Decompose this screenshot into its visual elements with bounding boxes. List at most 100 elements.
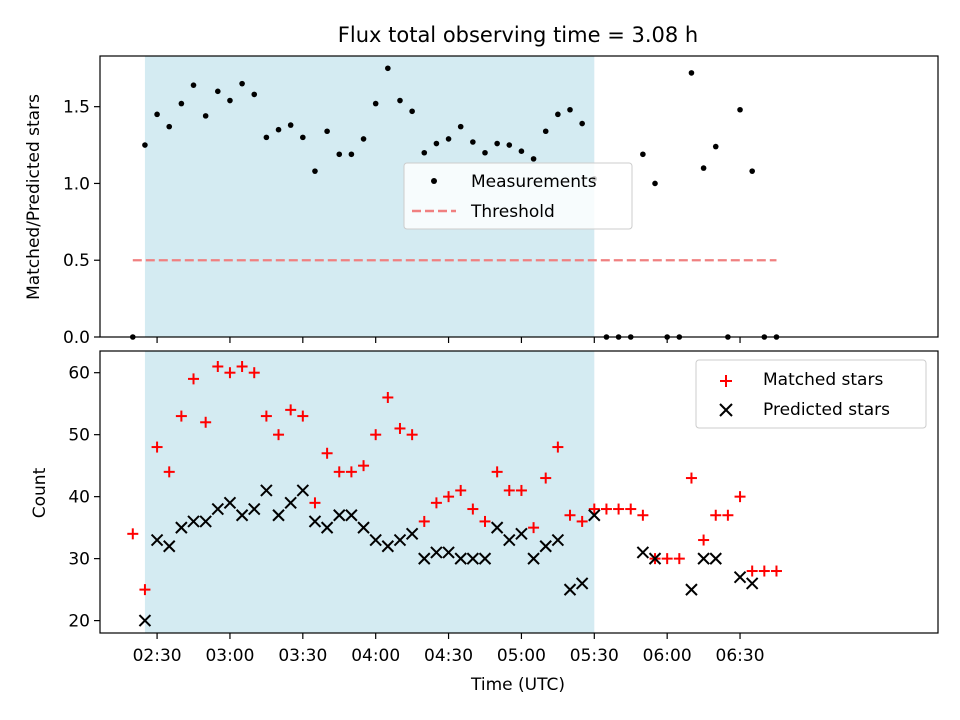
- y-tick-label: 1.0: [63, 174, 90, 194]
- measurement-point: [166, 123, 173, 130]
- matched-star-point: [175, 410, 187, 422]
- y-tick-label: 0.5: [63, 251, 90, 271]
- predicted-star-point: [588, 509, 601, 522]
- legend-marker-matched: [720, 375, 732, 387]
- cross-stroke-b: [333, 509, 346, 522]
- predicted-star-point: [345, 509, 358, 522]
- matched-star-point: [260, 410, 272, 422]
- cross-stroke-b: [138, 614, 152, 627]
- legend-box: [403, 162, 633, 230]
- predicted-star-point: [636, 546, 650, 559]
- predicted-star-point: [478, 552, 492, 565]
- measurement-point: [202, 113, 209, 119]
- predicted-star-point: [199, 515, 212, 528]
- ratio-panel: Flux total observing time = 3.08 h 0.00.…: [24, 23, 939, 348]
- measurement-point: [372, 100, 379, 107]
- x-axis-ticks: [156, 337, 741, 343]
- predicted-star-point: [685, 583, 698, 596]
- x-tick-label: 02:30: [133, 646, 182, 666]
- measurement-point: [445, 136, 452, 142]
- cross-stroke-b: [563, 583, 577, 596]
- predicted-star-point: [709, 552, 722, 565]
- matched-star-point: [163, 466, 175, 478]
- matched-star-point: [394, 422, 406, 434]
- predicted-star-point: [697, 552, 710, 565]
- predicted-star-point: [296, 484, 310, 497]
- legend-label-predicted: Predicted stars: [763, 400, 890, 420]
- x-tick-label: 04:30: [424, 646, 473, 666]
- measurement-point: [178, 100, 185, 107]
- y-axis-ticks: 20 30 40 50 60: [68, 364, 100, 632]
- measurement-point: [239, 80, 245, 87]
- measurement-point: [470, 139, 476, 145]
- cross-stroke-b: [442, 546, 455, 559]
- matched-star-point: [479, 515, 491, 527]
- cross-stroke-b: [381, 540, 395, 553]
- predicted-star-point: [175, 521, 188, 534]
- measurement-point: [190, 82, 197, 88]
- y-axis-label: Count: [30, 467, 50, 518]
- measurement-point: [421, 149, 428, 156]
- predicted-star-point: [745, 577, 759, 590]
- measurement-point: [324, 128, 330, 135]
- y-axis-ticks: 0.0 0.5 1.0 1.5: [63, 98, 100, 348]
- matched-star-point: [224, 367, 236, 379]
- matched-star-point: [698, 534, 710, 546]
- matched-star-point: [576, 515, 588, 527]
- cross-stroke-b: [284, 496, 297, 510]
- cross-stroke-b: [503, 533, 516, 547]
- matched-star-point: [127, 528, 139, 540]
- cross-stroke-b: [308, 515, 322, 528]
- matched-star-point: [455, 484, 467, 496]
- measurement-point: [142, 142, 148, 148]
- cross-stroke-b: [187, 515, 200, 528]
- matched-star-point: [637, 509, 649, 521]
- legend-box: [695, 359, 927, 429]
- matched-star-point: [710, 509, 722, 521]
- measurement-point: [482, 149, 488, 156]
- cross-stroke-b: [527, 552, 540, 565]
- measurement-point: [652, 180, 658, 187]
- measurement-point: [275, 126, 282, 133]
- matched-star-point: [382, 391, 394, 403]
- y-tick-label: 20: [68, 612, 90, 632]
- measurement-point: [749, 168, 755, 174]
- matched-star-point: [661, 553, 673, 565]
- measurement-point: [397, 97, 403, 104]
- predicted-star-point: [284, 496, 297, 510]
- predicted-star-point: [454, 552, 467, 565]
- x-axis-label: Time (UTC): [470, 675, 565, 695]
- matched-star-point: [151, 441, 163, 453]
- measurement-point: [688, 70, 695, 76]
- y-tick-label: 1.5: [63, 98, 90, 118]
- predicted-star-point: [503, 533, 516, 547]
- y-tick-label: 60: [68, 364, 90, 384]
- cross-stroke-b: [697, 552, 710, 565]
- cross-stroke-b: [211, 502, 225, 516]
- cross-stroke-b: [345, 509, 358, 522]
- cross-stroke-b: [636, 546, 650, 559]
- matched-star-point: [370, 429, 382, 441]
- x-tick-label: 03:30: [278, 646, 327, 666]
- measurement-point: [251, 91, 258, 98]
- measurement-point: [227, 97, 233, 104]
- measurement-point: [494, 140, 500, 147]
- cross-stroke-b: [163, 540, 176, 553]
- cross-stroke-b: [150, 533, 164, 547]
- cross-stroke-b: [223, 496, 237, 510]
- predicted-star-point: [150, 533, 164, 547]
- predicted-star-point: [235, 509, 249, 522]
- cross-stroke-b: [709, 552, 722, 565]
- cross-stroke-b: [175, 521, 188, 534]
- matched-star-point: [552, 441, 564, 453]
- matched-star-point: [491, 466, 503, 478]
- legend: Matched stars Predicted stars: [695, 359, 927, 429]
- cross-stroke-b: [539, 540, 552, 553]
- matched-star-point: [285, 404, 297, 416]
- x-tick-label: 05:00: [497, 646, 546, 666]
- matched-star-point: [430, 497, 442, 509]
- cross-stroke-b: [466, 552, 480, 565]
- matched-star-point: [297, 410, 309, 422]
- matched-star-point: [564, 509, 576, 521]
